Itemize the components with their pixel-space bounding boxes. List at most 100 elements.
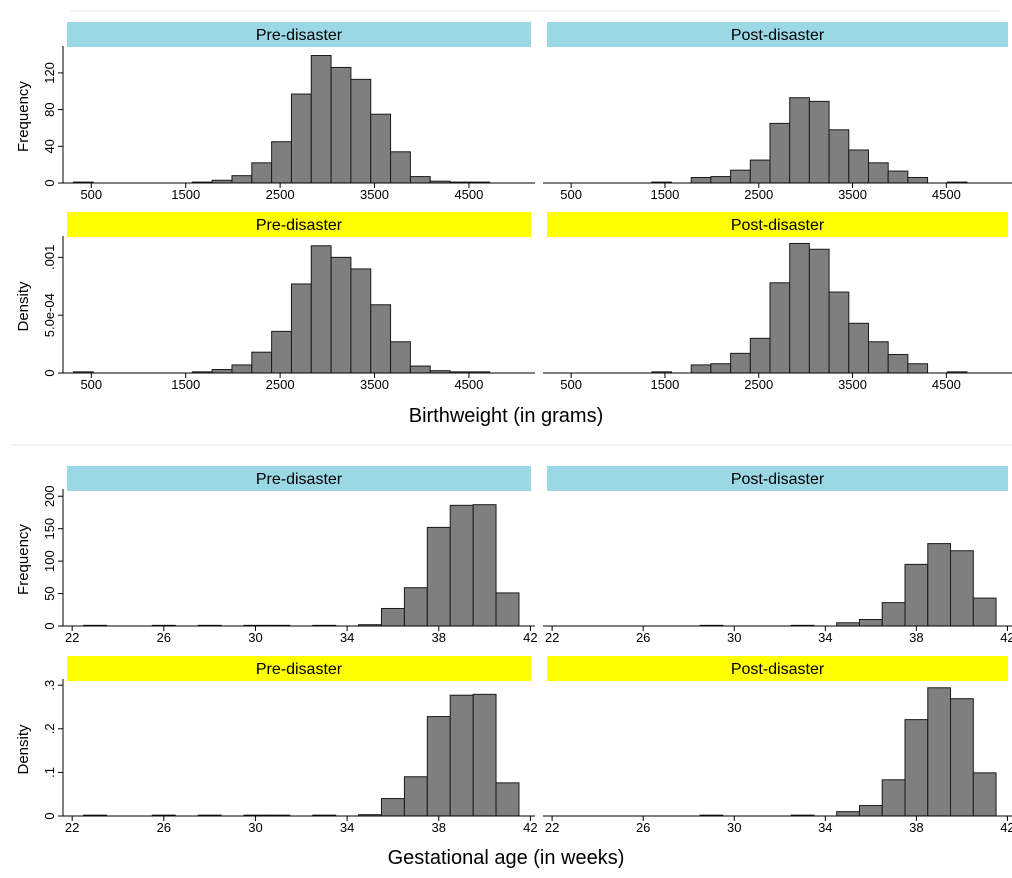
histogram-bar xyxy=(907,363,929,374)
x-tick-label: 30 xyxy=(248,630,262,645)
x-tick-label: 2500 xyxy=(266,377,295,392)
panel-strip xyxy=(547,466,1008,491)
x-tick-label: 42 xyxy=(1000,820,1012,835)
histogram-bar xyxy=(251,351,273,374)
gestational_age-panel-0: Pre-disaster 22 26 30 34 38 42 0 50 100 150 200 Freq… xyxy=(15,466,538,645)
x-tick-label: 1500 xyxy=(171,187,200,202)
histogram-bar xyxy=(390,151,411,184)
birthweight-panel-2: Pre-disaster 500 1500 2500 3500 4500 0 5.0e-04.… xyxy=(15,212,535,392)
histogram-bar xyxy=(472,693,497,817)
histogram-bar xyxy=(972,597,997,627)
panel-strip xyxy=(547,212,1008,237)
histogram-bar xyxy=(848,149,869,184)
x-tick-label: 34 xyxy=(340,630,354,645)
histogram-bar xyxy=(271,330,292,374)
histogram-bar xyxy=(690,176,712,184)
panel-strip-label: Pre-disaster xyxy=(256,27,343,44)
x-tick-label: 26 xyxy=(157,630,171,645)
histogram-bar xyxy=(858,619,883,627)
x-tick-label: 2500 xyxy=(744,187,773,202)
y-tick-label: 80 xyxy=(42,102,57,116)
histogram-bar xyxy=(730,352,751,374)
y-tick-label: 0 xyxy=(42,622,57,629)
histogram-bar xyxy=(887,170,909,184)
histogram-bar xyxy=(887,353,909,374)
x-tick-label: 1500 xyxy=(650,187,679,202)
x-tick-label: 2500 xyxy=(266,187,295,202)
panel-strip-label: Post-disaster xyxy=(731,471,825,488)
y-tick-label: 100 xyxy=(42,550,57,572)
histogram-bar xyxy=(330,256,352,374)
histogram-bar xyxy=(449,504,474,627)
y-tick-label: 0 xyxy=(42,812,57,819)
x-tick-label: 500 xyxy=(80,187,102,202)
histogram-bar xyxy=(927,543,952,627)
histogram-bar xyxy=(904,719,929,817)
x-tick-label: 4500 xyxy=(454,377,483,392)
histogram-bar xyxy=(290,283,312,374)
x-tick-label: 30 xyxy=(248,820,262,835)
histogram-bar xyxy=(789,242,810,374)
panel-strip xyxy=(547,656,1008,681)
histogram-bar xyxy=(211,369,233,374)
panel-strip xyxy=(547,22,1008,47)
histogram-bar xyxy=(769,122,791,184)
x-tick-label: 22 xyxy=(65,630,79,645)
y-tick-label: .001 xyxy=(42,245,57,270)
histogram-bar xyxy=(950,550,974,627)
histogram-bar xyxy=(867,162,889,184)
histogram-bar xyxy=(403,776,428,817)
gestational_age-panel-1: Post-disaster 22 26 30 34 38 42 xyxy=(543,466,1012,645)
histogram-bar xyxy=(808,100,830,184)
x-tick-label: 30 xyxy=(727,630,741,645)
x-tick-label: 38 xyxy=(909,630,923,645)
x-tick-label: 3500 xyxy=(838,187,867,202)
histogram-bar xyxy=(927,687,952,817)
histogram-bar xyxy=(271,141,292,184)
y-tick-label: 5.0e-04 xyxy=(42,293,57,337)
panel-strip-label: Post-disaster xyxy=(731,217,825,234)
histogram-bar xyxy=(836,811,860,817)
x-tick-label: 22 xyxy=(545,820,559,835)
histogram-bar xyxy=(390,341,411,374)
y-axis-title: Frequency xyxy=(15,81,32,152)
y-axis-title: Frequency xyxy=(15,524,32,595)
histogram-bar xyxy=(828,291,850,374)
histogram-bar xyxy=(426,526,451,627)
histogram-bar xyxy=(789,97,810,184)
birthweight-panel-0: Pre-disaster 500 1500 2500 3500 4500 0 40 80 120 F… xyxy=(15,22,535,202)
histogram-bar xyxy=(690,364,712,374)
histogram-bar xyxy=(769,282,791,374)
y-axis-title: Density xyxy=(15,724,32,775)
x-tick-label: 3500 xyxy=(838,377,867,392)
histogram-bar xyxy=(251,162,273,184)
histogram-bar xyxy=(495,592,520,627)
x-tick-label: 500 xyxy=(560,377,582,392)
histogram-bar xyxy=(950,698,974,817)
gestational_age-panel-3: Post-disaster 22 26 30 34 38 42 xyxy=(543,656,1012,835)
gestational_age-group: Pre-disaster 22 26 30 34 38 42 0 50 100 150 200 Freq… xyxy=(15,466,1012,869)
x-tick-label: 4500 xyxy=(454,187,483,202)
histogram-bar xyxy=(749,337,771,374)
y-tick-label: .1 xyxy=(42,767,57,778)
x-tick-label: 26 xyxy=(636,630,650,645)
x-tick-label: 4500 xyxy=(932,187,961,202)
histogram-bar xyxy=(403,587,428,627)
histogram-bar xyxy=(710,176,732,184)
histogram-bar xyxy=(310,55,332,184)
histogram-bar xyxy=(472,504,497,627)
histogram-bar xyxy=(828,129,850,184)
panel-strip xyxy=(67,656,531,681)
x-tick-label: 26 xyxy=(157,820,171,835)
y-tick-label: 40 xyxy=(42,139,57,153)
x-tick-label: 500 xyxy=(80,377,102,392)
x-tick-label: 38 xyxy=(432,630,446,645)
histogram-bar xyxy=(881,602,906,627)
panel-strip xyxy=(67,212,531,237)
histogram-bar xyxy=(370,113,392,184)
histogram-bar xyxy=(972,772,997,817)
x-axis-title: Gestational age (in weeks) xyxy=(388,847,625,869)
histogram-bar xyxy=(380,798,405,817)
